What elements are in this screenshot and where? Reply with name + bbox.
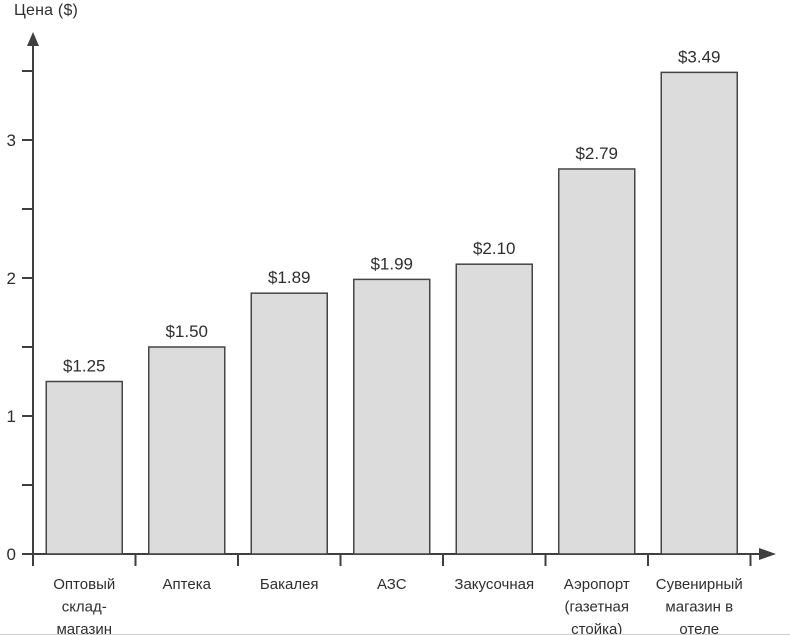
category-label: (газетная	[565, 599, 629, 616]
category-label: магазин в	[665, 599, 733, 616]
bar-6	[558, 168, 636, 555]
bar-1	[45, 380, 123, 555]
y-tick-label: 3	[7, 131, 16, 150]
x-axis-arrow	[759, 548, 776, 560]
y-tick-label: 2	[7, 269, 16, 288]
category-label: АЗС	[377, 576, 407, 593]
category-label: склад-	[62, 599, 107, 616]
bar-value-label: $1.25	[63, 357, 106, 376]
category-label: магазин	[56, 621, 112, 635]
category-label: стойка)	[571, 621, 622, 635]
category-label: Оптовый	[53, 576, 115, 593]
bar-3	[250, 292, 328, 555]
y-tick-label: 1	[7, 407, 16, 426]
category-label: Бакалея	[260, 576, 319, 593]
bar-value-label: $2.10	[473, 239, 516, 258]
bar-7	[660, 71, 738, 555]
bar-value-label: $1.89	[268, 268, 311, 287]
bar-value-label: $1.50	[165, 322, 208, 341]
category-label: Сувенирный	[656, 576, 743, 593]
y-axis-arrow	[27, 32, 39, 46]
category-label: Аэропорт	[564, 576, 630, 593]
y-axis-title: Цена ($)	[14, 2, 79, 19]
category-label: Закусочная	[454, 576, 534, 593]
bar-value-label: $3.49	[678, 47, 721, 66]
category-label: Аптека	[163, 576, 212, 593]
y-tick-label: 0	[7, 545, 16, 564]
category-label: отеле	[679, 621, 719, 635]
bar-5	[455, 263, 533, 555]
bar-value-label: $1.99	[370, 254, 413, 273]
bar-2	[148, 346, 226, 555]
bar-value-label: $2.79	[575, 144, 618, 163]
bar-4	[353, 278, 431, 555]
